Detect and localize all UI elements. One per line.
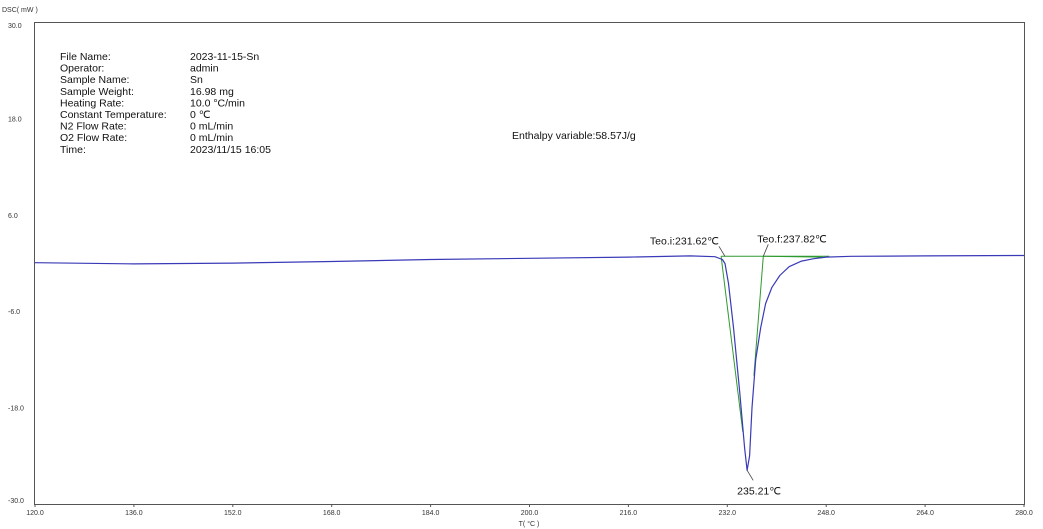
x-tick-label: 232.0 bbox=[719, 510, 737, 517]
x-tick-label: 248.0 bbox=[817, 510, 835, 517]
y-tick-label: 30.0 bbox=[8, 23, 22, 30]
y-tick-label: -30.0 bbox=[8, 498, 24, 505]
info-key: O2 Flow Rate: bbox=[60, 132, 127, 144]
x-axis-title: T( °C ) bbox=[519, 520, 540, 528]
info-value: Sn bbox=[190, 74, 203, 86]
x-axis-ticks: 120.0 136.0 152.0 168.0 184.0 200.0 216.0 232.0… bbox=[26, 504, 1033, 517]
y-axis-title: DSC( mW ) bbox=[2, 7, 38, 14]
onset-leader bbox=[719, 246, 725, 256]
x-tick-label: 200.0 bbox=[521, 510, 539, 517]
endset-leader bbox=[763, 244, 768, 256]
info-value: 0 mL/min bbox=[190, 132, 233, 144]
info-value: 0 ℃ bbox=[190, 109, 211, 121]
y-tick-label: -6.0 bbox=[8, 309, 20, 316]
x-tick-label: 184.0 bbox=[422, 510, 440, 517]
x-tick-label: 264.0 bbox=[916, 510, 934, 517]
info-key: Heating Rate: bbox=[60, 97, 124, 109]
x-tick-label: 152.0 bbox=[224, 510, 242, 517]
x-tick-label: 216.0 bbox=[620, 510, 638, 517]
tangent-line bbox=[721, 256, 743, 432]
plot-lines bbox=[35, 256, 1024, 471]
info-key: Operator: bbox=[60, 63, 104, 75]
info-key: File Name: bbox=[60, 51, 111, 63]
info-value: 2023-11-15-Sn bbox=[190, 51, 259, 63]
info-key: N2 Flow Rate: bbox=[60, 121, 127, 133]
peak-annotations: Teo.i:231.62℃ Teo.f:237.82℃ 235.21℃ bbox=[650, 233, 827, 497]
y-axis-ticks: 30.0 18.0 6.0 -6.0 -18.0 -30.0 bbox=[8, 23, 24, 505]
onset-label: Teo.i:231.62℃ bbox=[650, 235, 719, 247]
x-tick-label: 168.0 bbox=[323, 510, 341, 517]
y-tick-label: 18.0 bbox=[8, 117, 22, 124]
sample-info-block: File Name: 2023-11-15-Sn Operator: admin Sa… bbox=[60, 51, 271, 156]
x-tick-label: 280.0 bbox=[1015, 510, 1033, 517]
info-value: 0 mL/min bbox=[190, 121, 233, 133]
tangent-line bbox=[754, 256, 763, 375]
endset-label: Teo.f:237.82℃ bbox=[757, 233, 827, 245]
dsc-curve bbox=[35, 256, 1024, 471]
x-tick-label: 120.0 bbox=[26, 510, 44, 517]
y-tick-label: 6.0 bbox=[8, 213, 18, 220]
x-tick-label: 136.0 bbox=[125, 510, 143, 517]
info-key: Time: bbox=[60, 144, 86, 156]
peak-label: 235.21℃ bbox=[737, 485, 781, 497]
info-key: Sample Name: bbox=[60, 74, 129, 86]
info-value: 16.98 mg bbox=[190, 86, 234, 98]
info-value: 10.0 °C/min bbox=[190, 97, 245, 109]
info-value: admin bbox=[190, 63, 219, 75]
enthalpy-label: Enthalpy variable:58.57J/g bbox=[512, 130, 636, 142]
info-key: Constant Temperature: bbox=[60, 109, 167, 121]
info-value: 2023/11/15 16:05 bbox=[190, 144, 271, 156]
y-tick-label: -18.0 bbox=[8, 405, 24, 412]
peak-leader bbox=[747, 470, 753, 480]
info-key: Sample Weight: bbox=[60, 86, 134, 98]
